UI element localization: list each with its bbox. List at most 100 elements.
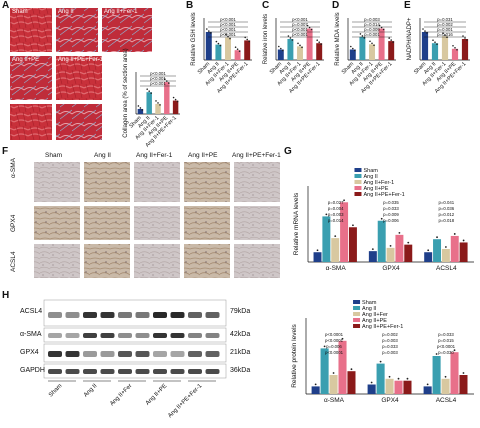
panel-e-point (432, 39, 434, 41)
panel-h-pval: p<0.0001 (325, 332, 344, 337)
panel-b-bar (205, 32, 212, 60)
panel-a-label-sham: Sham (12, 9, 28, 15)
ihc-scale-bar-label: 10μm (155, 232, 166, 237)
panel-d-point (378, 24, 381, 27)
panel-a-bar (137, 108, 144, 114)
blot-label-acsl4: ACSL4 (20, 308, 43, 315)
panel-h-point (444, 375, 447, 378)
panel-g-point (371, 248, 374, 251)
panel-b-pval: p<0.001 (220, 17, 236, 22)
panel-h-pval: p=0.015 (438, 338, 454, 343)
histology-image-ang2-pe-fer1 (56, 56, 102, 100)
ihc-scale-bar-label: 10μm (255, 194, 266, 199)
panel-g-category-label: GPX4 (382, 265, 400, 272)
panel-h-point (323, 345, 326, 348)
blot-lane-label: Ang II+PE (145, 383, 168, 406)
panel-h-pval: p=0.033 (382, 344, 398, 349)
panel-e-point (436, 43, 438, 45)
panel-letter-d: D (332, 0, 340, 11)
panel-g-bar (322, 216, 331, 262)
panel-g-pval: p=0.006 (383, 218, 399, 223)
panel-c-point (310, 28, 313, 31)
panel-c-bar (277, 49, 284, 60)
panel-a-bar (146, 92, 152, 114)
ihc-scale-bar-label: 10μm (55, 194, 66, 199)
panel-h-bar (423, 386, 432, 394)
panel-d-point (373, 44, 375, 47)
panel-e-point (434, 41, 436, 43)
panel-g-point (343, 199, 345, 202)
panel-a-ylabel: Collagen area (% of section area) (123, 48, 129, 137)
panel-e-pval: p=0.001 (437, 27, 453, 32)
panel-c-pval: p<0.001 (292, 27, 308, 32)
blot-lane-label: Ang II+Fer (109, 383, 133, 407)
panel-a-label-ang2-pe: Ang II+PE (12, 57, 40, 63)
panel-g-category-label: ACSL4 (436, 265, 457, 272)
panel-c-point (316, 39, 319, 41)
panel-g-legend-label: Ang II (363, 174, 378, 180)
panel-g-point (444, 246, 447, 248)
panel-d-pval: p=0.003 (364, 17, 380, 22)
histology-image-ang2 (56, 8, 98, 52)
blot-kda-gapdh: 36kDa (230, 367, 251, 374)
panel-b-ylabel: Relative GSH levels (191, 12, 197, 65)
panel-h-bar (403, 380, 412, 394)
panel-a-point (157, 102, 159, 104)
ihc-scale-bar-label: 10μm (255, 232, 266, 237)
panel-h-point (379, 360, 382, 363)
panel-g-legend-label: Ang II+PE (363, 186, 388, 192)
panel-b-point (208, 30, 210, 32)
panel-h-bar (329, 375, 338, 394)
blot-label-gapdh: GAPDH (20, 367, 45, 374)
panel-g-legend-label: Sham (363, 168, 378, 174)
ihc-scale-bar-label: 10μm (205, 194, 216, 199)
panel-b-point (234, 46, 237, 48)
panel-letter-f: F (2, 146, 9, 157)
panel-h-bar (432, 356, 441, 394)
panel-d-point (371, 42, 373, 45)
panel-c-pval: p<0.001 (292, 17, 308, 22)
histology-image-ang2-pe (10, 56, 52, 100)
panel-d-point (363, 37, 366, 39)
panel-h-bar (311, 386, 320, 394)
panel-c-pval: p=0.007 (292, 22, 308, 27)
panel-e-point (454, 47, 456, 49)
panel-g-bar (404, 244, 413, 262)
blot-lane-label: Sham (48, 383, 63, 398)
panel-c-point (297, 42, 299, 45)
panel-g-pval: p=0.018 (439, 218, 455, 223)
panel-letter-c: C (262, 0, 270, 11)
panel-c-point (301, 46, 303, 49)
panel-a-bar (172, 100, 179, 114)
panel-g-ylabel: Relative mRNA levels (293, 192, 300, 255)
panel-b-bar (215, 44, 222, 60)
panel-h-legend-swatch (353, 324, 361, 328)
panel-a-point (139, 107, 142, 109)
panel-g-legend-swatch (354, 192, 362, 196)
panel-b-point (206, 28, 208, 30)
panel-a-point (164, 78, 166, 80)
ihc-scale-bar-label: 10μm (55, 232, 66, 237)
panel-d-point (352, 47, 354, 50)
panel-c-bar (306, 28, 313, 60)
panel-c-ylabel: Relative iron levels (263, 14, 269, 64)
panel-g-pval: p=0.012 (439, 212, 455, 217)
panel-c-point (320, 43, 323, 45)
panel-g-pval: p=0.036 (439, 206, 455, 211)
panel-g-legend-swatch (354, 174, 362, 178)
panel-d-point (361, 35, 364, 37)
panel-g-bar (450, 235, 459, 262)
panel-d-bar (388, 41, 395, 60)
panel-g-point (380, 217, 383, 220)
panel-g-bar (459, 242, 468, 262)
panel-h-pval: p=0.006 (326, 344, 342, 349)
panel-h-point (406, 377, 409, 380)
ihc-col-ang2-pe: Ang II+PE (188, 152, 218, 159)
panel-b-bar (234, 50, 241, 60)
panel-g-pval: p=0.041 (439, 200, 455, 205)
panel-g-bar (377, 220, 386, 262)
ihc-scale-bar-label: 10μm (205, 232, 216, 237)
